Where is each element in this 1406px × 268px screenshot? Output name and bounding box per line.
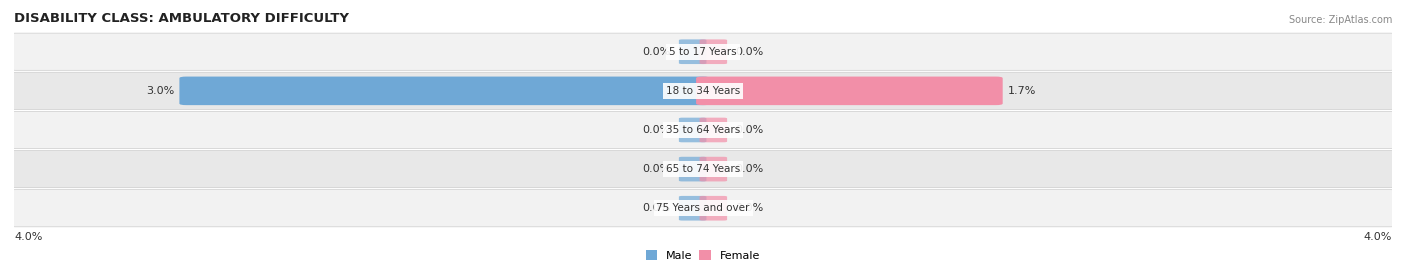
Text: 0.0%: 0.0%: [643, 164, 671, 174]
Text: 0.0%: 0.0%: [735, 203, 763, 213]
Text: 0.0%: 0.0%: [735, 47, 763, 57]
Text: 35 to 64 Years: 35 to 64 Years: [666, 125, 740, 135]
FancyBboxPatch shape: [679, 118, 706, 142]
Text: 75 Years and over: 75 Years and over: [657, 203, 749, 213]
FancyBboxPatch shape: [6, 151, 1400, 188]
Text: 4.0%: 4.0%: [14, 233, 42, 243]
Text: 0.0%: 0.0%: [643, 203, 671, 213]
FancyBboxPatch shape: [679, 196, 706, 221]
Text: 3.0%: 3.0%: [146, 86, 174, 96]
FancyBboxPatch shape: [700, 39, 727, 64]
FancyBboxPatch shape: [6, 190, 1400, 227]
Text: 0.0%: 0.0%: [735, 164, 763, 174]
FancyBboxPatch shape: [6, 72, 1400, 109]
FancyBboxPatch shape: [6, 111, 1400, 148]
FancyBboxPatch shape: [679, 39, 706, 64]
Text: 0.0%: 0.0%: [735, 125, 763, 135]
Legend: Male, Female: Male, Female: [641, 246, 765, 265]
Text: 65 to 74 Years: 65 to 74 Years: [666, 164, 740, 174]
Text: 0.0%: 0.0%: [643, 125, 671, 135]
FancyBboxPatch shape: [700, 118, 727, 142]
FancyBboxPatch shape: [679, 157, 706, 181]
FancyBboxPatch shape: [700, 157, 727, 181]
FancyBboxPatch shape: [6, 33, 1400, 70]
Text: 0.0%: 0.0%: [643, 47, 671, 57]
FancyBboxPatch shape: [696, 77, 1002, 105]
Text: 1.7%: 1.7%: [1008, 86, 1036, 96]
Text: Source: ZipAtlas.com: Source: ZipAtlas.com: [1288, 15, 1392, 25]
FancyBboxPatch shape: [700, 196, 727, 221]
Text: 4.0%: 4.0%: [1364, 233, 1392, 243]
FancyBboxPatch shape: [180, 77, 710, 105]
Text: DISABILITY CLASS: AMBULATORY DIFFICULTY: DISABILITY CLASS: AMBULATORY DIFFICULTY: [14, 12, 349, 25]
Text: 5 to 17 Years: 5 to 17 Years: [669, 47, 737, 57]
Text: 18 to 34 Years: 18 to 34 Years: [666, 86, 740, 96]
